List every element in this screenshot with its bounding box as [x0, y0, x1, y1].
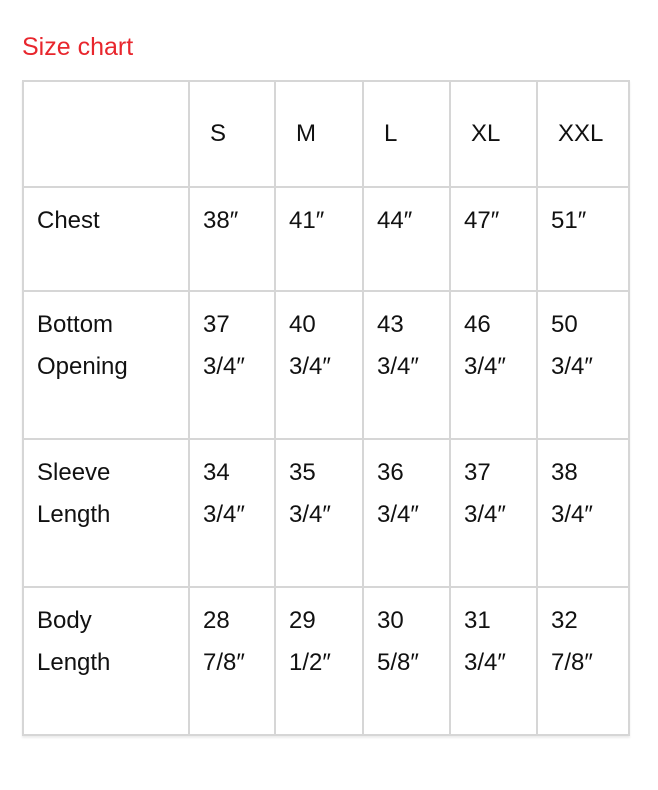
- measurement-cell-line: 50: [551, 311, 578, 338]
- measurement-cell-line: 31: [464, 607, 491, 634]
- measurement-cell: 35 3/4″: [274, 438, 364, 588]
- measurement-cell: 32 7/8″: [536, 586, 630, 736]
- measurement-cell-line: 3/4″: [551, 501, 593, 528]
- row-label: Sleeve Length: [22, 438, 190, 588]
- measurement-cell-line: 3/4″: [464, 649, 506, 676]
- measurement-cell-line: 30: [377, 607, 404, 634]
- measurement-cell-line: 35: [289, 459, 316, 486]
- measurement-cell-line: 47″: [464, 207, 500, 234]
- measurement-cell: 37 3/4″: [188, 290, 276, 440]
- measurement-cell: 46 3/4″: [449, 290, 538, 440]
- measurement-cell-line: 41″: [289, 207, 325, 234]
- row-label-line: Body: [37, 607, 92, 634]
- measurement-cell: 34 3/4″: [188, 438, 276, 588]
- table-row: Chest 38″ 41″ 44″ 47″ 51″: [22, 186, 630, 292]
- row-label-line: Sleeve: [37, 459, 111, 486]
- header-row: S M L XL XXL: [22, 80, 630, 188]
- row-label-line: Length: [37, 501, 111, 528]
- row-label: Bottom Opening: [22, 290, 190, 440]
- measurement-cell-line: 1/2″: [289, 649, 331, 676]
- measurement-cell-line: 3/4″: [289, 501, 331, 528]
- row-label-line: Opening: [37, 353, 128, 380]
- measurement-cell: 36 3/4″: [362, 438, 451, 588]
- row-label: Chest: [22, 186, 190, 292]
- measurement-cell-line: 44″: [377, 207, 413, 234]
- measurement-cell-line: 3/4″: [377, 501, 419, 528]
- measurement-cell: 29 1/2″: [274, 586, 364, 736]
- measurement-cell: 37 3/4″: [449, 438, 538, 588]
- measurement-cell-line: 36: [377, 459, 404, 486]
- measurement-cell-line: 34: [203, 459, 230, 486]
- measurement-cell-line: 51″: [551, 207, 587, 234]
- row-label-line: Length: [37, 649, 111, 676]
- measurement-cell: 38 3/4″: [536, 438, 630, 588]
- measurement-cell-line: 32: [551, 607, 578, 634]
- size-chart-table: S M L XL XXL Chest 38″ 41″ 44″ 47″ 51″ Bottom Openin…: [22, 80, 630, 736]
- measurement-cell-line: 46: [464, 311, 491, 338]
- measurement-cell-line: 3/4″: [289, 353, 331, 380]
- measurement-cell-line: 29: [289, 607, 316, 634]
- measurement-cell-line: 3/4″: [203, 353, 245, 380]
- table-row: Bottom Opening 37 3/4″ 40 3/4″ 43 3/4″ 46 3/4″ 50 3…: [22, 290, 630, 440]
- size-header: S: [188, 80, 276, 188]
- row-label: Body Length: [22, 586, 190, 736]
- measurement-cell-line: 43: [377, 311, 404, 338]
- measurement-cell-line: 3/4″: [203, 501, 245, 528]
- measurement-cell: 47″: [449, 186, 538, 292]
- measurement-cell-line: 3/4″: [464, 501, 506, 528]
- size-header: M: [274, 80, 364, 188]
- measurement-cell-line: 7/8″: [203, 649, 245, 676]
- measurement-cell: 30 5/8″: [362, 586, 451, 736]
- measurement-cell: 51″: [536, 186, 630, 292]
- row-label-line: Chest: [37, 207, 100, 234]
- measurement-cell-line: 3/4″: [551, 353, 593, 380]
- measurement-cell: 38″: [188, 186, 276, 292]
- measurement-cell-line: 40: [289, 311, 316, 338]
- size-header: L: [362, 80, 451, 188]
- measurement-cell-line: 5/8″: [377, 649, 419, 676]
- measurement-cell: 40 3/4″: [274, 290, 364, 440]
- row-label-line: Bottom: [37, 311, 114, 338]
- measurement-cell-line: 28: [203, 607, 230, 634]
- table-row: Body Length 28 7/8″ 29 1/2″ 30 5/8″ 31 3/4″ 32 7/8″: [22, 586, 630, 736]
- measurement-cell: 50 3/4″: [536, 290, 630, 440]
- measurement-cell-line: 37: [203, 311, 230, 338]
- measurement-cell-line: 37: [464, 459, 491, 486]
- measurement-cell: 43 3/4″: [362, 290, 451, 440]
- size-header: XXL: [536, 80, 630, 188]
- measurement-cell-line: 3/4″: [464, 353, 506, 380]
- measurement-cell-line: 38: [551, 459, 578, 486]
- measurement-cell: 41″: [274, 186, 364, 292]
- measurement-cell-line: 3/4″: [377, 353, 419, 380]
- measurement-cell: 31 3/4″: [449, 586, 538, 736]
- measurement-cell: 28 7/8″: [188, 586, 276, 736]
- measurement-cell: 44″: [362, 186, 451, 292]
- measurement-cell-line: 7/8″: [551, 649, 593, 676]
- table-row: Sleeve Length 34 3/4″ 35 3/4″ 36 3/4″ 37 3/4″ 38 3/…: [22, 438, 630, 588]
- measurement-cell-line: 38″: [203, 207, 239, 234]
- size-chart-title: Size chart: [22, 33, 134, 61]
- size-header: XL: [449, 80, 538, 188]
- corner-cell: [22, 80, 190, 188]
